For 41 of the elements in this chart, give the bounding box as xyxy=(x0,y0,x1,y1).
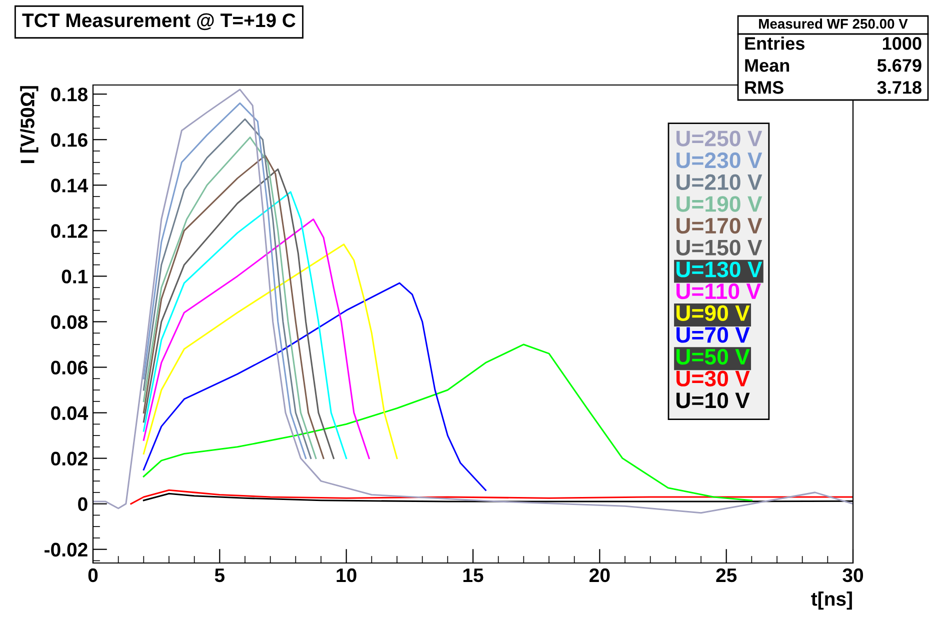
text: U=170 V xyxy=(676,218,762,234)
chart-title: TCT Measurement @ T=+19 C xyxy=(22,13,296,30)
y-tick-label: 0.02 xyxy=(51,452,88,466)
y-tick-label: 0.14 xyxy=(51,178,88,192)
text: U=50 V xyxy=(676,348,750,365)
text: 1000 xyxy=(882,37,922,50)
text: 3.718 xyxy=(877,81,922,94)
x-tick-label: 0 xyxy=(88,568,98,582)
text: U=130 V xyxy=(676,262,762,278)
y-tick-label: 0.1 xyxy=(62,270,88,284)
x-tick-label: 20 xyxy=(590,568,610,582)
x-tick-label: 5 xyxy=(214,568,225,582)
y-tick-label: 0.18 xyxy=(51,88,88,102)
y-tick-label: 0 xyxy=(78,497,88,512)
x-tick-label: 10 xyxy=(336,568,356,582)
text: U=250 V xyxy=(676,130,762,146)
text: U=150 V xyxy=(676,240,762,256)
text: U=210 V xyxy=(676,174,762,190)
text: U=70 V xyxy=(676,327,750,343)
x-tick-label: 15 xyxy=(463,568,484,582)
text: U=190 V xyxy=(676,196,762,212)
y-tick-label: 0.08 xyxy=(51,315,88,329)
text: 5.679 xyxy=(877,59,922,72)
text: U=90 V xyxy=(676,305,750,321)
y-tick-label: -0.02 xyxy=(44,542,88,557)
annotation: RMS xyxy=(745,81,784,94)
text: Entries xyxy=(745,36,804,50)
text: U=230 V xyxy=(676,152,762,168)
x-axis-title: t[ns] xyxy=(811,592,852,610)
text: Measured WF 250.00 V xyxy=(759,18,908,29)
y-tick-label: 0.16 xyxy=(51,133,88,147)
y-tick-label: 0.06 xyxy=(51,360,88,374)
text: Mean xyxy=(745,59,790,72)
text: U=110 V xyxy=(676,283,761,300)
x-tick-label: 25 xyxy=(716,568,737,582)
text: U=10 V xyxy=(676,392,750,408)
text: U=30 V xyxy=(676,370,750,386)
x-tick-label: 30 xyxy=(842,568,864,582)
y-axis-title: I [V/50Ω] xyxy=(20,86,38,164)
y-tick-label: 0.12 xyxy=(51,224,88,238)
y-tick-label: 0.04 xyxy=(51,406,88,420)
